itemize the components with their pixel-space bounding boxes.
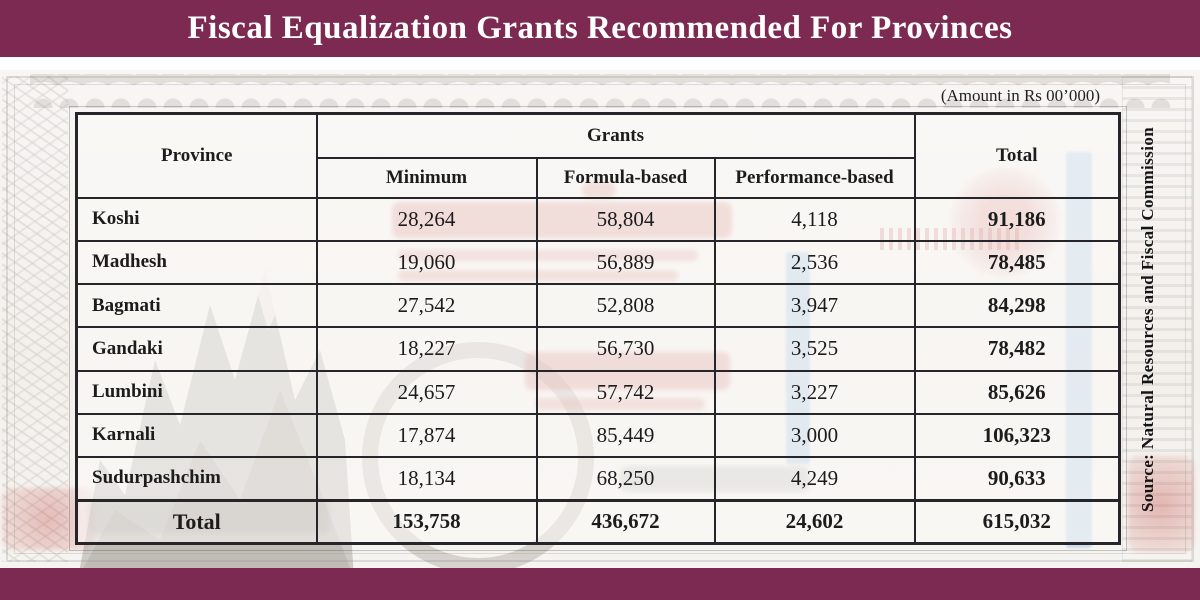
province-label: Madhesh — [75, 239, 318, 286]
province-label: Bagmati — [75, 282, 318, 329]
performance-value: 2,536 — [713, 239, 916, 286]
province-label: Sudurpashchim — [75, 455, 318, 502]
province-label: Gandaki — [75, 326, 318, 372]
total-value: 85,626 — [913, 369, 1121, 415]
table-row-bagmati: Bagmati 27,542 52,808 3,947 84,298 — [75, 282, 1121, 329]
minimum-value: 17,874 — [315, 412, 538, 459]
header-cell-formula: Formula-based — [535, 156, 716, 199]
performance-value: 3,227 — [713, 369, 916, 415]
banknote-top-arches-ornament — [30, 74, 1170, 108]
performance-grand-total: 24,602 — [713, 498, 916, 545]
performance-value: 4,249 — [713, 455, 916, 502]
banknote-1000-mark-ornament — [1128, 456, 1194, 552]
banknote-inner-frame-ornament — [14, 84, 1186, 554]
formula-value: 85,449 — [535, 412, 716, 459]
formula-grand-total: 436,672 — [535, 498, 716, 545]
minimum-value: 28,264 — [315, 196, 538, 242]
minimum-value: 27,542 — [315, 282, 538, 329]
total-value: 84,298 — [913, 282, 1121, 329]
table-row-koshi: Koshi 28,264 58,804 4,118 91,186 — [75, 196, 1121, 242]
total-value: 91,186 — [913, 196, 1121, 242]
performance-value: 3,947 — [713, 282, 916, 329]
page-title: Fiscal Equalization Grants Recommended F… — [187, 10, 1013, 46]
header-cell-province: Province — [75, 112, 318, 199]
minimum-value: 18,134 — [315, 455, 538, 502]
banknote-left-ornament — [2, 76, 68, 562]
total-value: 78,482 — [913, 326, 1121, 372]
minimum-value: 18,227 — [315, 326, 538, 372]
performance-value: 3,000 — [713, 412, 916, 459]
grand-total-value: 615,032 — [913, 498, 1121, 545]
total-value: 90,633 — [913, 455, 1121, 502]
banknote-frame-ornament — [6, 76, 1194, 562]
province-label: Lumbini — [75, 369, 318, 415]
total-row-label: Total — [75, 498, 318, 545]
banknote-pillar-ornament — [1122, 76, 1192, 562]
formula-value: 56,730 — [535, 326, 716, 372]
formula-value: 58,804 — [535, 196, 716, 242]
source-note: Source: Natural Resources and Fiscal Com… — [1138, 126, 1157, 512]
header-cell-total: Total — [913, 112, 1121, 199]
table-row-karnali: Karnali 17,874 85,449 3,000 106,323 — [75, 412, 1121, 459]
table-row-sudurpashchim: Sudurpashchim 18,134 68,250 4,249 90,633 — [75, 455, 1121, 502]
province-label: Koshi — [75, 196, 318, 242]
table-row-lumbini: Lumbini 24,657 57,742 3,227 85,626 — [75, 369, 1121, 415]
minimum-value: 19,060 — [315, 239, 538, 286]
table-row-total: Total 153,758 436,672 24,602 615,032 — [75, 498, 1121, 545]
header-cell-performance: Performance-based — [713, 156, 916, 199]
formula-value: 52,808 — [535, 282, 716, 329]
performance-value: 4,118 — [713, 196, 916, 242]
formula-value: 68,250 — [535, 455, 716, 502]
title-band: Fiscal Equalization Grants Recommended F… — [0, 0, 1200, 57]
total-value: 106,323 — [913, 412, 1121, 459]
table-row-madhesh: Madhesh 19,060 56,889 2,536 78,485 — [75, 239, 1121, 286]
header-cell-minimum: Minimum — [315, 156, 538, 199]
minimum-value: 24,657 — [315, 369, 538, 415]
amount-unit-note: (Amount in Rs 00’000) — [940, 86, 1100, 105]
table-row-gandaki: Gandaki 18,227 56,730 3,525 78,482 — [75, 326, 1121, 372]
grants-table: Province Grants Total Minimum Formula-ba… — [68, 106, 1128, 551]
total-value: 78,485 — [913, 239, 1121, 286]
formula-value: 56,889 — [535, 239, 716, 286]
bottom-band — [0, 568, 1200, 600]
formula-value: 57,742 — [535, 369, 716, 415]
performance-value: 3,525 — [713, 326, 916, 372]
minimum-grand-total: 153,758 — [315, 498, 538, 545]
province-label: Karnali — [75, 412, 318, 459]
header-cell-grants-group: Grants — [315, 112, 916, 159]
